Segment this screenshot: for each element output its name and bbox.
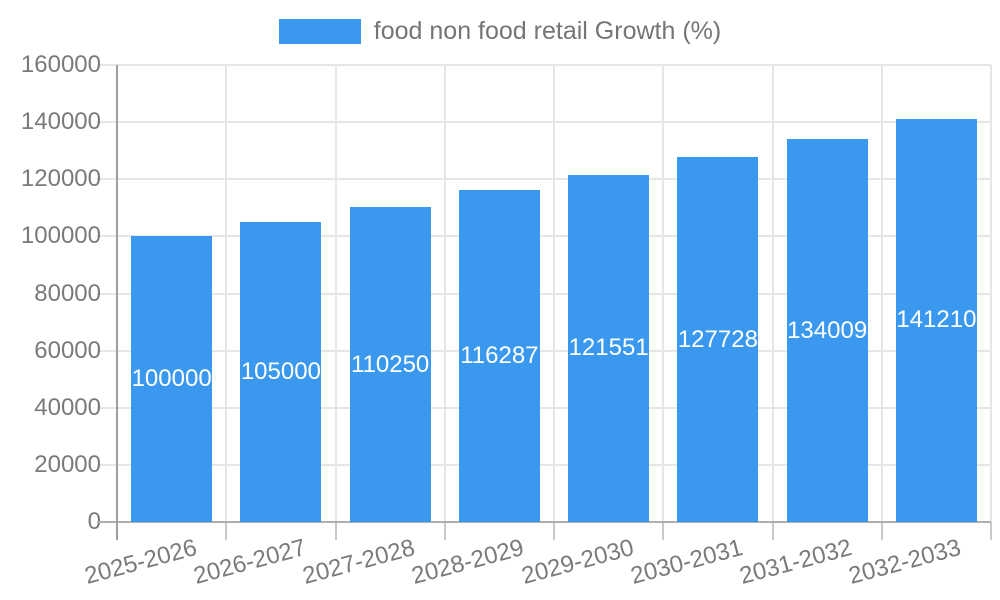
y-tick-label: 0 [87, 508, 101, 535]
y-tick-label: 40000 [34, 393, 101, 421]
x-gridline [662, 65, 665, 522]
x-gridline [880, 65, 883, 522]
x-axis-tick [880, 522, 883, 540]
bar [240, 222, 322, 522]
bar [677, 157, 759, 522]
y-tick-label: 120000 [20, 165, 101, 193]
x-gridline [990, 65, 992, 522]
bar [131, 236, 213, 522]
y-gridline [97, 64, 991, 66]
bar-value-label: 110250 [350, 350, 430, 378]
x-axis-tick [662, 522, 665, 540]
legend-label: food non food retail Growth (%) [373, 17, 722, 45]
bar [786, 139, 868, 522]
legend-swatch [278, 19, 361, 44]
y-gridline [97, 349, 991, 352]
y-gridline [97, 463, 991, 466]
x-axis-tick [334, 522, 337, 540]
bar-value-label: 121551 [568, 334, 649, 362]
y-gridline [97, 292, 991, 295]
bar-value-label: 100000 [131, 365, 212, 393]
bar [895, 118, 977, 522]
x-gridline [443, 65, 446, 522]
bar-value-label: 105000 [240, 358, 321, 386]
x-axis-tick [990, 522, 992, 540]
y-axis-line [116, 65, 118, 540]
x-gridline [334, 65, 337, 522]
y-gridline [97, 178, 991, 181]
bar-value-label: 127728 [677, 325, 758, 353]
y-tick-label: 20000 [34, 450, 101, 478]
bar [568, 174, 650, 522]
y-tick-label: 60000 [34, 336, 101, 364]
y-tick-label: 80000 [34, 279, 101, 307]
x-axis-tick [553, 522, 555, 540]
x-axis-tick [443, 522, 446, 540]
y-tick-label: 100000 [20, 222, 101, 250]
x-gridline [225, 65, 228, 522]
y-gridline [97, 235, 991, 238]
x-axis-tick [771, 522, 774, 540]
y-tick-label: 160000 [20, 51, 101, 78]
bar-value-label: 116287 [460, 341, 539, 369]
x-gridline [771, 65, 774, 522]
bar [458, 189, 540, 522]
y-gridline [97, 406, 991, 409]
x-axis-line [97, 521, 991, 523]
bar-value-label: 134009 [787, 316, 868, 344]
y-tick-label: 140000 [20, 108, 101, 136]
bar [349, 207, 431, 522]
y-gridline [97, 121, 991, 124]
x-gridline [553, 65, 555, 522]
bar-value-label: 141210 [896, 306, 977, 334]
x-axis-tick [225, 522, 228, 540]
legend: food non food retail Growth (%) [0, 17, 1000, 46]
